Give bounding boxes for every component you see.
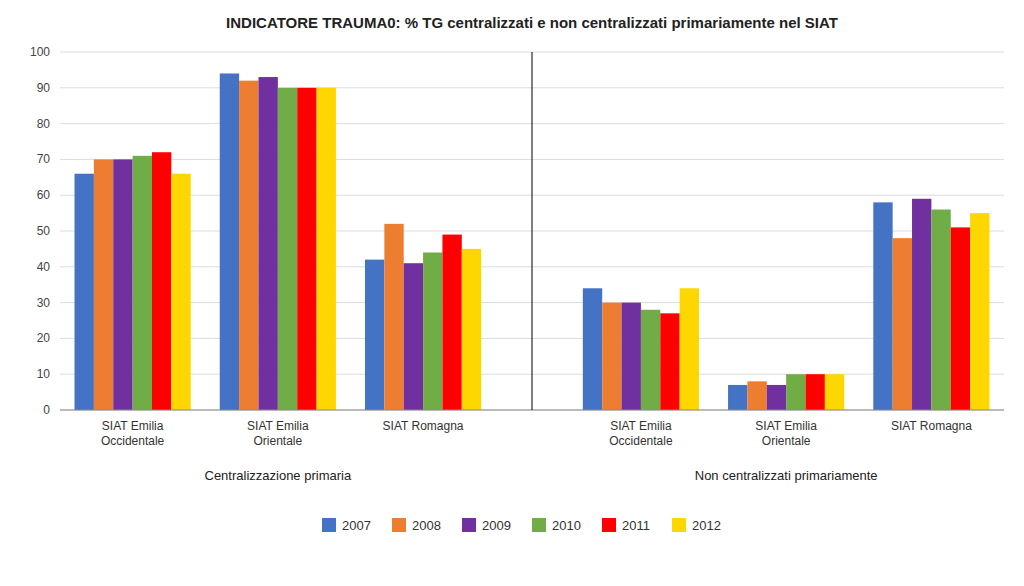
bar xyxy=(951,227,970,410)
bar xyxy=(365,260,384,410)
x-tick-label: SIAT EmiliaOccidentale xyxy=(609,419,673,448)
legend-swatch xyxy=(392,518,406,532)
y-tick-label: 0 xyxy=(43,403,50,417)
bar xyxy=(239,81,258,410)
y-tick-label: 20 xyxy=(37,331,51,345)
y-tick-label: 10 xyxy=(37,367,51,381)
x-tick-label-line: Occidentale xyxy=(609,434,673,448)
x-tick-label-line: SIAT Romagna xyxy=(383,419,464,433)
bar xyxy=(384,224,403,410)
bar xyxy=(423,252,442,410)
y-tick-label: 100 xyxy=(30,45,50,59)
x-tick-label-line: Occidentale xyxy=(101,434,165,448)
legend-swatch xyxy=(322,518,336,532)
bar xyxy=(641,310,660,410)
x-tick-label-line: SIAT Emilia xyxy=(102,419,164,433)
y-tick-label: 50 xyxy=(37,224,51,238)
y-tick-label: 60 xyxy=(37,188,51,202)
bar xyxy=(728,385,747,410)
bar xyxy=(404,263,423,410)
bar xyxy=(680,288,699,410)
bar xyxy=(873,202,892,410)
bar xyxy=(602,303,621,410)
bar xyxy=(152,152,171,410)
legend: 2007 2008 2009 2010 2011 2012 xyxy=(322,518,721,533)
bar xyxy=(747,381,766,410)
legend-swatch xyxy=(602,518,616,532)
bar xyxy=(133,156,152,410)
legend-swatch xyxy=(532,518,546,532)
legend-label: 2007 xyxy=(342,518,371,533)
section-label: Non centralizzati primariamente xyxy=(695,468,878,483)
bar xyxy=(94,159,113,410)
y-tick-label: 80 xyxy=(37,117,51,131)
grid xyxy=(60,52,1004,410)
bar xyxy=(970,213,989,410)
y-tick-label: 90 xyxy=(37,81,51,95)
x-tick-label-line: SIAT Emilia xyxy=(610,419,672,433)
legend-label: 2012 xyxy=(692,518,721,533)
bar xyxy=(297,88,316,410)
legend-label: 2009 xyxy=(482,518,511,533)
x-tick-label: SIAT Romagna xyxy=(383,419,464,433)
x-tick-label: SIAT EmiliaOccidentale xyxy=(101,419,165,448)
legend-label: 2011 xyxy=(622,518,650,533)
x-tick-label-line: SIAT Emilia xyxy=(247,419,309,433)
bar xyxy=(893,238,912,410)
bar xyxy=(767,385,786,410)
bar xyxy=(806,374,825,410)
x-tick-label-line: SIAT Emilia xyxy=(755,419,817,433)
bar xyxy=(171,174,190,410)
bar xyxy=(442,235,461,410)
y-tick-label: 70 xyxy=(37,152,51,166)
x-tick-label-line: Orientale xyxy=(253,434,302,448)
legend-swatch xyxy=(462,518,476,532)
section-label: Centralizzazione primaria xyxy=(205,468,352,483)
bar xyxy=(622,303,641,410)
bar xyxy=(75,174,94,410)
bar xyxy=(931,210,950,410)
chart: INDICATORE TRAUMA0: % TG centralizzati e… xyxy=(0,0,1024,586)
title: INDICATORE TRAUMA0: % TG centralizzati e… xyxy=(226,14,838,31)
legend-swatch xyxy=(672,518,686,532)
bar xyxy=(660,313,679,410)
bar xyxy=(278,88,297,410)
bar xyxy=(786,374,805,410)
bar xyxy=(583,288,602,410)
bar xyxy=(825,374,844,410)
section-divider xyxy=(532,52,533,410)
legend-label: 2008 xyxy=(412,518,441,533)
x-tick-label-line: Orientale xyxy=(762,434,811,448)
legend-label: 2010 xyxy=(552,518,581,533)
x-tick-label: SIAT EmiliaOrientale xyxy=(755,419,817,448)
y-tick-label: 30 xyxy=(37,296,51,310)
bar xyxy=(220,73,239,410)
x-tick-label: SIAT EmiliaOrientale xyxy=(247,419,309,448)
bar xyxy=(113,159,132,410)
bar xyxy=(258,77,277,410)
x-tick-label: SIAT Romagna xyxy=(891,419,972,433)
y-tick-label: 40 xyxy=(37,260,51,274)
bar xyxy=(462,249,481,410)
bar xyxy=(317,88,336,410)
bar xyxy=(912,199,931,410)
x-tick-label-line: SIAT Romagna xyxy=(891,419,972,433)
